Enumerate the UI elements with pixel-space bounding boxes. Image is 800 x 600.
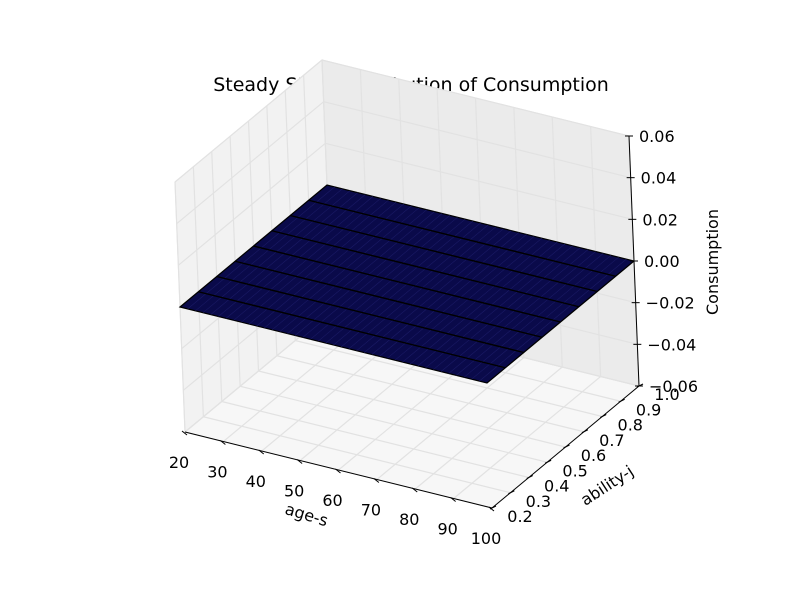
y-tick-label: 0.8 bbox=[618, 416, 643, 435]
x-axis-ticks: 20 30 40 50 60 70 80 90 100 bbox=[169, 430, 502, 548]
x-tick-mark bbox=[181, 430, 188, 436]
surface-plane bbox=[178, 184, 636, 384]
grid-line bbox=[177, 142, 326, 266]
y-tick-mark bbox=[600, 414, 607, 418]
x-tick-label: 30 bbox=[207, 463, 227, 482]
y-tick-label: 0.7 bbox=[599, 431, 624, 450]
x-tick-label: 40 bbox=[246, 472, 266, 491]
z-tick-label: −0.06 bbox=[649, 377, 698, 396]
z-tick-label: −0.02 bbox=[646, 294, 695, 313]
grid-line bbox=[295, 339, 603, 418]
grid-line bbox=[276, 355, 585, 433]
grid-line bbox=[203, 416, 511, 494]
z-axis-label: Consumption bbox=[703, 209, 722, 315]
grid-line bbox=[176, 101, 325, 225]
x-tick-mark bbox=[411, 487, 418, 493]
x-tick-mark bbox=[335, 468, 341, 474]
y-tick-mark bbox=[618, 398, 625, 403]
y-tick-label: 0.2 bbox=[507, 507, 532, 526]
y-tick-mark bbox=[489, 505, 497, 510]
y-axis-ticks: 0.20.30.40.50.60.70.80.91.0 bbox=[489, 383, 680, 526]
x-tick-mark bbox=[258, 449, 265, 455]
z-axis-ticks: −0.06 −0.04 −0.02 0.00 0.02 0.04 0.06 bbox=[625, 127, 698, 396]
z-tick-label: 0.00 bbox=[644, 252, 680, 271]
y-tick-label: 1.0 bbox=[654, 385, 679, 404]
grid-line bbox=[221, 400, 529, 479]
y-tick-mark bbox=[581, 429, 589, 434]
grid-line bbox=[323, 101, 631, 179]
surface-wire bbox=[216, 275, 524, 354]
y-tick-label: 0.9 bbox=[636, 400, 661, 419]
y-tick-mark bbox=[544, 459, 552, 464]
x-tick-label: 90 bbox=[437, 520, 457, 539]
y-tick-mark bbox=[508, 490, 515, 495]
grid-line bbox=[258, 370, 566, 448]
x-tick-label: 50 bbox=[284, 482, 304, 501]
surface-wire bbox=[198, 291, 506, 369]
x-tick-mark bbox=[220, 440, 226, 445]
z-tick-label: 0.04 bbox=[641, 169, 677, 188]
z-tick-label: 0.02 bbox=[642, 210, 678, 229]
y-tick-label: 0.6 bbox=[581, 446, 606, 465]
x-tick-mark bbox=[373, 478, 380, 483]
surface-wire bbox=[308, 199, 616, 277]
x-tick-label: 70 bbox=[361, 501, 381, 520]
surface-wire bbox=[271, 230, 580, 308]
x-tick-mark bbox=[450, 497, 456, 502]
grid-line bbox=[174, 59, 323, 183]
x-tick-label: 100 bbox=[471, 529, 502, 548]
x-tick-mark bbox=[296, 459, 303, 464]
surface-wire bbox=[234, 260, 543, 338]
x-tick-mark bbox=[488, 506, 495, 512]
z-tick-label: −0.04 bbox=[647, 335, 696, 354]
x-axis-line bbox=[184, 431, 493, 509]
grid-line bbox=[325, 142, 633, 220]
y-tick-mark bbox=[526, 475, 533, 479]
y-tick-mark bbox=[563, 444, 570, 449]
grid-line bbox=[239, 385, 548, 463]
y-tick-label: 0.4 bbox=[544, 477, 569, 496]
x-tick-label: 80 bbox=[399, 510, 419, 529]
x-tick-label: 60 bbox=[322, 491, 342, 510]
y-tick-label: 0.3 bbox=[526, 492, 551, 511]
grid-line bbox=[321, 59, 630, 137]
surface-wire bbox=[253, 245, 561, 323]
z-tick-label: 0.06 bbox=[639, 127, 675, 146]
y-tick-label: 0.5 bbox=[562, 461, 587, 480]
x-tick-label: 20 bbox=[169, 453, 189, 472]
surface-wire bbox=[290, 214, 598, 293]
